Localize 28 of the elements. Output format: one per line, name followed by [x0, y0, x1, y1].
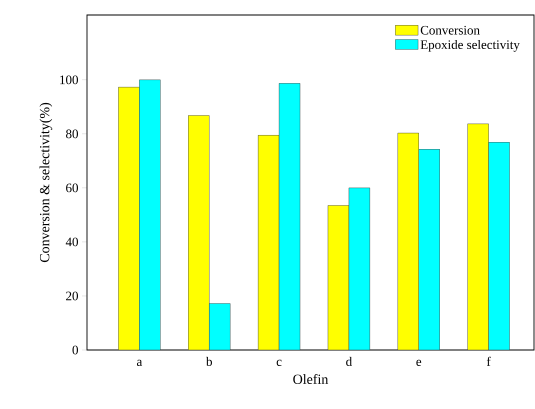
y-axis-title: Conversion & selectivity(%) [40, 102, 52, 262]
bar [139, 80, 161, 350]
bar [188, 115, 210, 350]
bar [348, 188, 370, 350]
y-tick-label: 20 [66, 292, 78, 300]
bar [328, 205, 350, 350]
y-tick-label: 60 [66, 184, 78, 192]
bar [118, 86, 140, 350]
y-tick-label: 100 [60, 75, 78, 84]
bar [278, 83, 300, 350]
bar [488, 142, 510, 350]
legend-label: Epoxide selectivity [420, 40, 520, 52]
x-tick-label: a [136, 360, 142, 366]
x-axis-title: Olefin [293, 374, 328, 384]
x-tick-label: c [276, 360, 282, 366]
bar [209, 303, 230, 350]
x-tick-label: e [416, 360, 422, 366]
x-tick-label: d [346, 356, 352, 366]
y-tick-label: 80 [66, 130, 78, 138]
bar [398, 132, 419, 350]
bar [467, 124, 489, 350]
x-tick-label: f [486, 356, 491, 366]
x-tick-label: b [206, 356, 212, 366]
y-tick-label: 40 [66, 238, 78, 246]
y-tick-label: 0 [72, 346, 78, 354]
bar [418, 149, 440, 350]
legend-label: Conversion [420, 26, 480, 35]
bar [258, 135, 280, 350]
